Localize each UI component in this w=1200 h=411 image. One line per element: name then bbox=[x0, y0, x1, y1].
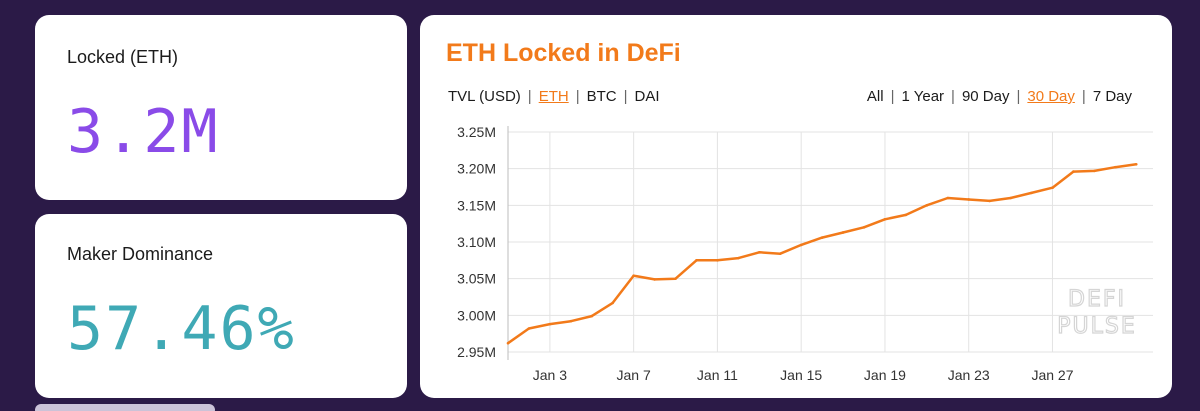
data-point bbox=[590, 314, 594, 318]
locked-eth-card: Locked (ETH) 3.2M bbox=[35, 15, 407, 200]
data-point bbox=[841, 231, 845, 234]
data-point bbox=[988, 199, 991, 203]
toggle-eth[interactable]: ETH bbox=[538, 88, 569, 105]
x-tick-label: Jan 27 bbox=[1031, 367, 1073, 383]
data-point bbox=[632, 274, 635, 278]
toggle-dai[interactable]: DAI bbox=[634, 88, 660, 105]
maker-dominance-card: Maker Dominance 57.46% bbox=[35, 214, 407, 398]
data-point bbox=[527, 327, 531, 330]
toggle-separator: | bbox=[1016, 88, 1021, 105]
y-tick-label: 3.15M bbox=[457, 197, 496, 213]
data-point bbox=[716, 259, 719, 262]
data-point bbox=[1134, 162, 1138, 166]
toggle-separator: | bbox=[575, 88, 580, 105]
data-point bbox=[674, 277, 677, 280]
toggle-separator: | bbox=[1081, 88, 1086, 105]
toggle-separator: | bbox=[527, 88, 532, 105]
data-point bbox=[1030, 191, 1033, 195]
data-point bbox=[967, 198, 971, 201]
series-line bbox=[507, 163, 1137, 345]
x-tick-label: Jan 15 bbox=[780, 367, 822, 383]
y-tick-label: 3.10M bbox=[457, 234, 496, 250]
toggle-separator: | bbox=[890, 88, 895, 105]
data-point bbox=[946, 196, 950, 200]
data-point bbox=[1072, 170, 1075, 173]
data-point bbox=[506, 341, 510, 345]
data-point bbox=[695, 259, 698, 262]
y-tick-label: 3.20M bbox=[457, 161, 496, 177]
partial-card-edge bbox=[35, 404, 215, 411]
data-point bbox=[925, 204, 929, 207]
maker-dominance-label: Maker Dominance bbox=[67, 244, 214, 264]
data-point bbox=[569, 319, 573, 323]
toggle-separator: | bbox=[623, 88, 628, 105]
data-point bbox=[1051, 186, 1054, 190]
data-point bbox=[778, 252, 782, 256]
toggle-tvl-usd[interactable]: TVL (USD) bbox=[448, 88, 521, 105]
y-tick-label: 3.00M bbox=[457, 307, 496, 323]
data-point bbox=[737, 256, 740, 260]
range-7-day[interactable]: 7 Day bbox=[1092, 88, 1132, 105]
x-tick-label: Jan 23 bbox=[948, 367, 990, 383]
range-1-year[interactable]: 1 Year bbox=[901, 88, 945, 105]
x-tick-label: Jan 3 bbox=[533, 367, 567, 383]
range-30-day[interactable]: 30 Day bbox=[1027, 88, 1075, 105]
range-toggle-group: All | 1 Year | 90 Day | 30 Day | 7 Day bbox=[867, 88, 1132, 105]
currency-toggle-group: TVL (USD) | ETH | BTC | DAI bbox=[448, 88, 660, 105]
data-point bbox=[820, 236, 824, 239]
data-point bbox=[548, 322, 552, 326]
y-tick-label: 3.05M bbox=[457, 271, 496, 287]
data-point bbox=[757, 250, 761, 254]
toggle-btc[interactable]: BTC bbox=[586, 88, 617, 105]
range-90-day[interactable]: 90 Day bbox=[961, 88, 1010, 105]
data-point bbox=[799, 243, 803, 247]
x-tick-label: Jan 19 bbox=[864, 367, 906, 383]
data-point bbox=[1114, 165, 1117, 169]
y-tick-label: 2.95M bbox=[457, 344, 496, 360]
x-tick-label: Jan 11 bbox=[697, 367, 738, 383]
range-all[interactable]: All bbox=[866, 88, 884, 105]
maker-dominance-value: 57.46% bbox=[67, 294, 296, 364]
data-point bbox=[883, 217, 887, 221]
chart-title: ETH Locked in DeFi bbox=[446, 39, 681, 67]
watermark-text: PULSE bbox=[1057, 314, 1137, 339]
locked-eth-label: Locked (ETH) bbox=[67, 47, 179, 67]
data-point bbox=[904, 213, 908, 217]
data-point bbox=[1009, 196, 1012, 200]
data-point bbox=[1093, 169, 1096, 173]
eth-locked-chart-card: DEFI PULSE 2.95M 3.00M 3.05M 3.10M 3.15M 3.20M… bbox=[420, 15, 1172, 398]
locked-eth-value: 3.2M bbox=[67, 97, 220, 167]
y-tick-label: 3.25M bbox=[457, 124, 496, 140]
data-point bbox=[611, 301, 615, 305]
data-point bbox=[653, 278, 656, 281]
toggle-separator: | bbox=[951, 88, 955, 105]
x-tick-label: Jan 7 bbox=[617, 367, 651, 383]
watermark-text: DEFI bbox=[1068, 287, 1126, 312]
data-point bbox=[862, 226, 866, 229]
